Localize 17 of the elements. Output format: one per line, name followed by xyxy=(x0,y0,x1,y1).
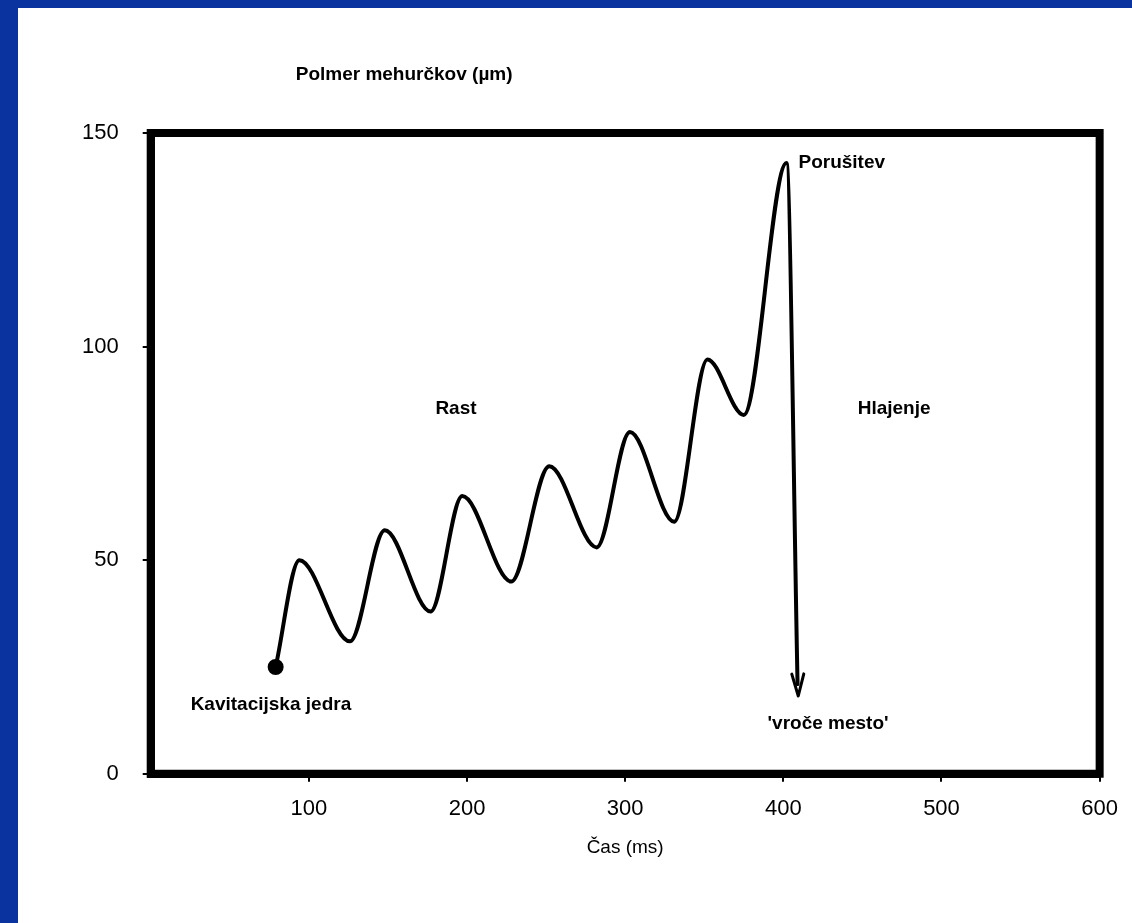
annotation: Porušitev xyxy=(798,151,886,173)
x-tick-label: 300 xyxy=(606,795,644,821)
y-tick-label: 150 xyxy=(81,119,119,145)
x-tick-label: 600 xyxy=(1081,795,1119,821)
x-tick-label: 100 xyxy=(290,795,328,821)
x-tick-label: 200 xyxy=(448,795,486,821)
annotation: Kavitacijska jedra xyxy=(190,693,352,715)
annotation: Rast xyxy=(435,396,478,418)
annotation: Hlajenje xyxy=(857,396,931,418)
x-tick-label: 400 xyxy=(764,795,802,821)
x-axis-title: Čas (ms) xyxy=(586,835,664,857)
y-axis-title: Polmer mehurčkov (µm) xyxy=(295,63,513,85)
y-tick-label: 0 xyxy=(106,759,119,785)
annotation: 'vroče mesto' xyxy=(767,712,889,734)
x-tick-label: 500 xyxy=(923,795,960,821)
y-tick-label: 50 xyxy=(94,546,119,572)
y-tick-label: 100 xyxy=(81,332,119,358)
